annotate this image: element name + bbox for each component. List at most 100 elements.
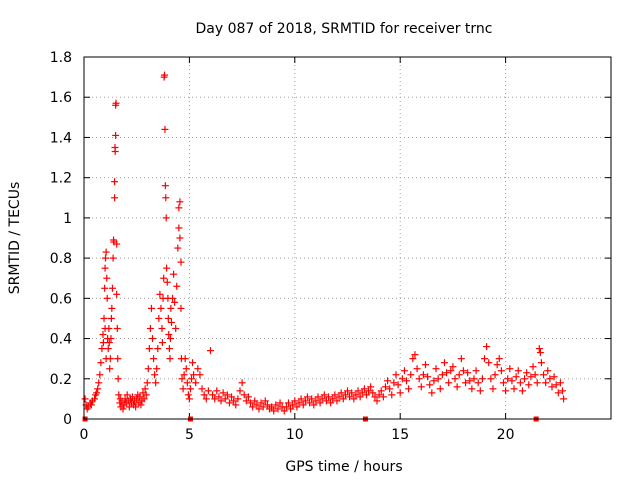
data-point — [371, 393, 379, 401]
data-point — [379, 393, 387, 401]
data-point — [325, 393, 333, 401]
data-point — [113, 325, 121, 332]
data-point — [153, 365, 161, 373]
data-point — [443, 369, 451, 377]
data-point — [386, 385, 394, 393]
data-point — [483, 343, 491, 351]
data-point — [103, 274, 111, 282]
data-point — [240, 391, 248, 399]
data-point — [560, 395, 568, 403]
data-point — [472, 367, 480, 375]
y-tick-label: 1.4 — [50, 130, 72, 146]
data-point — [93, 389, 101, 397]
data-point — [384, 377, 392, 385]
data-point — [392, 371, 400, 379]
data-point — [112, 131, 120, 139]
data-point — [308, 395, 316, 403]
data-point — [303, 393, 311, 401]
data-point — [113, 240, 121, 248]
data-point — [352, 391, 360, 399]
data-point — [161, 182, 169, 190]
data-point — [493, 361, 501, 369]
data-point — [161, 71, 169, 79]
data-point — [257, 399, 265, 407]
data-point — [101, 284, 109, 292]
data-point — [242, 397, 250, 405]
x-tick-label: 20 — [497, 427, 515, 443]
data-point — [327, 399, 335, 407]
data-point — [105, 325, 113, 332]
data-point — [98, 345, 106, 353]
data-point — [337, 389, 345, 397]
data-point — [523, 369, 531, 377]
data-point — [81, 395, 89, 403]
data-point — [95, 379, 103, 387]
data-point — [396, 389, 404, 397]
data-point — [149, 335, 157, 343]
data-point — [105, 339, 113, 347]
data-point — [184, 391, 192, 399]
data-point — [166, 335, 174, 343]
data-point — [255, 405, 263, 413]
data-point — [166, 355, 174, 363]
data-point — [335, 393, 343, 401]
data-point — [438, 371, 446, 379]
data-point — [314, 393, 322, 401]
data-point — [295, 399, 303, 407]
data-point — [369, 389, 377, 397]
axis-ticks: 0 0.2 0.4 0.6 0.8 1 1.2 1.4 1.6 1.8 0 5 10 15 20 — [50, 50, 611, 443]
data-point — [157, 304, 165, 312]
data-point — [261, 397, 269, 405]
data-point — [123, 391, 131, 399]
data-point — [189, 359, 197, 367]
data-point — [104, 345, 112, 353]
data-point — [537, 359, 545, 367]
data-point — [491, 371, 499, 379]
data-point — [318, 395, 326, 403]
data-point — [388, 391, 396, 399]
data-point — [111, 148, 119, 156]
data-point — [112, 99, 120, 107]
data-point — [101, 264, 109, 272]
data-point — [156, 290, 164, 298]
data-point — [546, 375, 554, 383]
data-point — [238, 379, 246, 387]
data-point — [464, 369, 472, 377]
data-point — [540, 371, 548, 379]
data-point — [362, 391, 370, 399]
data-point — [367, 383, 375, 391]
data-point — [198, 385, 206, 393]
data-point — [97, 359, 105, 367]
data-point — [172, 325, 180, 332]
data-point — [107, 314, 115, 322]
data-point — [548, 383, 556, 391]
data-point — [125, 403, 133, 411]
data-point — [497, 367, 505, 375]
data-point — [375, 391, 383, 399]
data-point — [102, 248, 110, 256]
data-point — [179, 385, 187, 393]
data-points — [81, 71, 568, 422]
data-point — [259, 403, 267, 411]
data-point — [297, 395, 305, 403]
data-point — [432, 365, 440, 373]
data-point — [348, 389, 356, 397]
data-point — [140, 395, 148, 403]
data-point — [447, 367, 455, 375]
y-tick-label: 0 — [63, 412, 72, 428]
data-point — [182, 365, 190, 373]
grid — [84, 57, 611, 419]
data-point — [162, 194, 170, 202]
data-point — [119, 405, 127, 413]
data-point — [268, 403, 276, 411]
data-point — [341, 391, 349, 399]
data-point — [230, 397, 238, 405]
data-point — [474, 379, 482, 387]
data-point — [164, 314, 172, 322]
data-point — [495, 355, 503, 363]
data-point — [339, 395, 347, 403]
data-point — [419, 371, 427, 379]
data-point — [428, 389, 436, 397]
data-point — [167, 318, 175, 326]
data-point — [329, 395, 337, 403]
